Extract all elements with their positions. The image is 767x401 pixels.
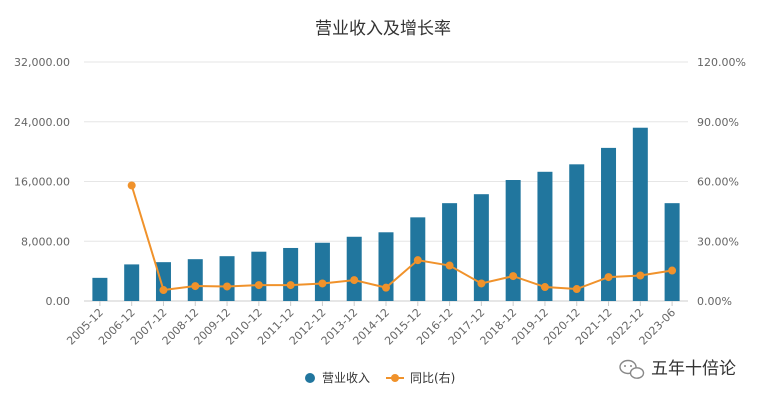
grid-lines bbox=[84, 61, 688, 302]
legend-growth-dot-swatch bbox=[391, 374, 399, 382]
growth-point[interactable] bbox=[477, 279, 486, 288]
growth-line bbox=[127, 181, 677, 295]
right-tick-label: 60.00% bbox=[697, 176, 739, 189]
legend-revenue-label: 营业收入 bbox=[322, 371, 370, 385]
left-y-axis: 0.00 8,000.00 16,000.00 24,000.00 32,000.00 bbox=[14, 56, 70, 308]
revenue-bar[interactable] bbox=[601, 147, 617, 301]
x-axis: 2005-122006-122007-122008-122009-122010-… bbox=[64, 301, 678, 348]
growth-point[interactable] bbox=[254, 281, 263, 290]
legend[interactable]: 营业收入 同比(右) bbox=[305, 370, 455, 385]
right-y-axis: 0.00% 30.00% 60.00% 90.00% 120.00% bbox=[697, 56, 746, 308]
legend-item-growth[interactable]: 同比(右) bbox=[386, 370, 455, 385]
left-tick-label: 32,000.00 bbox=[14, 56, 70, 69]
growth-point[interactable] bbox=[540, 283, 549, 292]
growth-point[interactable] bbox=[318, 279, 327, 288]
revenue-bar[interactable] bbox=[187, 259, 203, 301]
left-tick-label: 24,000.00 bbox=[14, 116, 70, 129]
revenue-bar[interactable] bbox=[664, 203, 680, 301]
wechat-icon bbox=[619, 359, 645, 379]
right-tick-label: 0.00% bbox=[697, 295, 732, 308]
revenue-bar[interactable] bbox=[155, 262, 171, 301]
revenue-bar[interactable] bbox=[92, 277, 108, 301]
growth-point[interactable] bbox=[382, 283, 390, 292]
watermark: 五年十倍论 bbox=[619, 359, 736, 379]
left-tick-label: 0.00 bbox=[46, 295, 71, 308]
revenue-bar[interactable] bbox=[537, 171, 553, 301]
revenue-bar[interactable] bbox=[314, 242, 330, 301]
revenue-bar[interactable] bbox=[283, 247, 299, 301]
growth-line-path bbox=[130, 185, 673, 292]
revenue-bar[interactable] bbox=[346, 236, 362, 301]
growth-point[interactable] bbox=[286, 281, 295, 290]
growth-point[interactable] bbox=[509, 272, 518, 281]
revenue-bar[interactable] bbox=[632, 127, 648, 301]
revenue-bar[interactable] bbox=[251, 251, 267, 301]
growth-point[interactable] bbox=[668, 266, 677, 275]
legend-revenue-swatch bbox=[305, 373, 315, 383]
left-tick-label: 16,000.00 bbox=[14, 176, 70, 189]
growth-point[interactable] bbox=[572, 285, 581, 294]
revenue-bar[interactable] bbox=[219, 256, 235, 301]
growth-point[interactable] bbox=[159, 286, 168, 295]
revenue-bar[interactable] bbox=[569, 164, 585, 301]
right-tick-label: 120.00% bbox=[697, 56, 746, 69]
growth-point[interactable] bbox=[604, 273, 613, 282]
growth-point[interactable] bbox=[350, 276, 359, 285]
legend-item-revenue[interactable]: 营业收入 bbox=[305, 371, 370, 385]
left-tick-label: 8,000.00 bbox=[21, 235, 70, 248]
chart-title: 营业收入及增长率 bbox=[315, 19, 451, 39]
growth-point[interactable] bbox=[223, 282, 232, 291]
growth-point[interactable] bbox=[636, 271, 645, 280]
revenue-bars bbox=[92, 127, 680, 301]
growth-point[interactable] bbox=[127, 181, 136, 190]
revenue-bar[interactable] bbox=[124, 264, 140, 301]
growth-point[interactable] bbox=[413, 256, 422, 265]
right-tick-label: 90.00% bbox=[697, 116, 739, 129]
right-tick-label: 30.00% bbox=[697, 235, 739, 248]
revenue-bar[interactable] bbox=[473, 194, 489, 301]
watermark-text: 五年十倍论 bbox=[651, 359, 736, 379]
growth-point[interactable] bbox=[191, 282, 200, 291]
revenue-bar[interactable] bbox=[505, 180, 521, 301]
legend-growth-label: 同比(右) bbox=[410, 370, 455, 385]
revenue-bar[interactable] bbox=[442, 203, 458, 301]
growth-point[interactable] bbox=[445, 261, 454, 270]
